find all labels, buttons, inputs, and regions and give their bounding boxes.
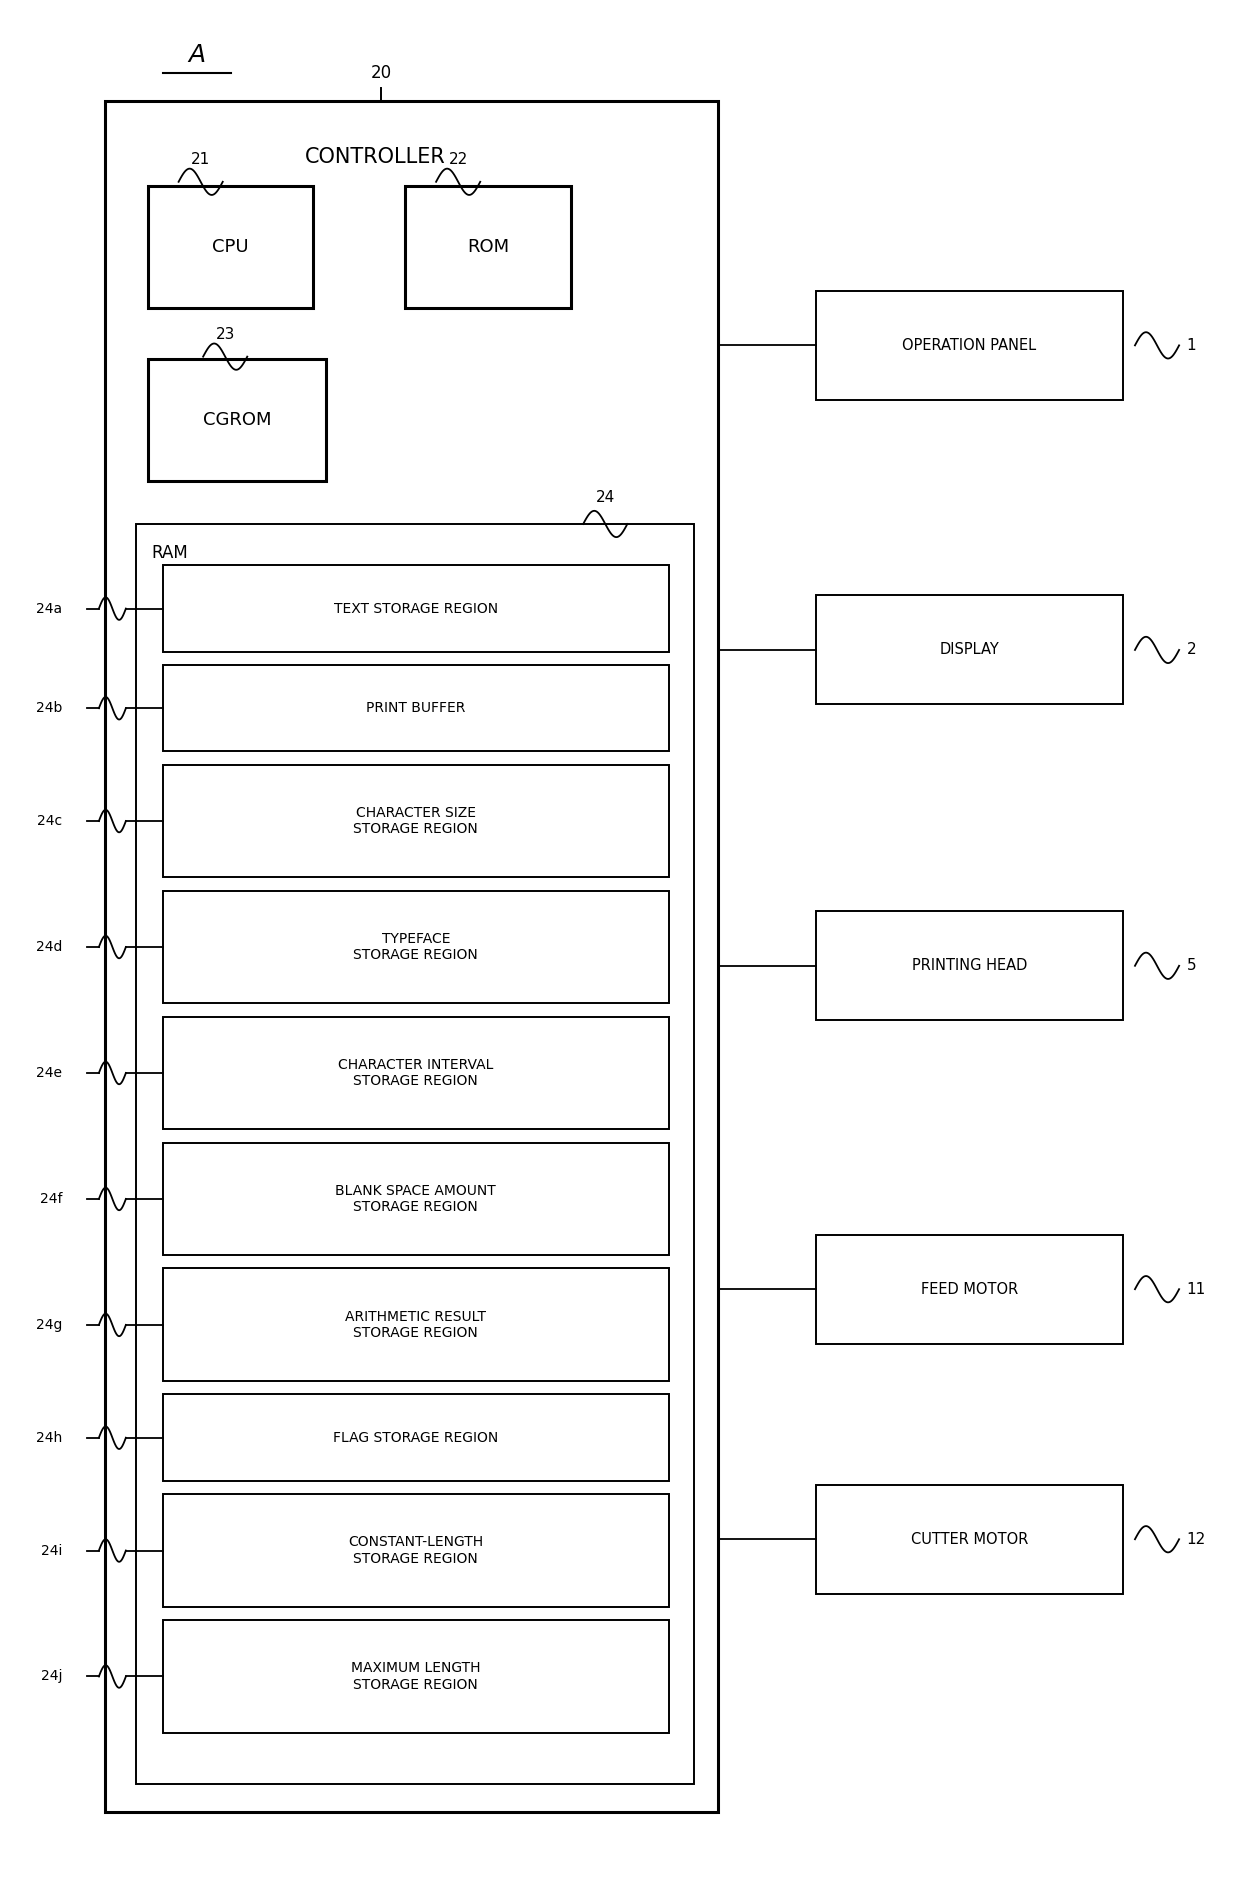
Text: TEXT STORAGE REGION: TEXT STORAGE REGION [334,602,498,616]
Text: PRINT BUFFER: PRINT BUFFER [366,701,465,716]
Text: RAM: RAM [151,544,188,563]
Text: 24b: 24b [36,701,62,716]
Text: 5: 5 [1187,958,1197,974]
Bar [148,358,326,481]
Text: CUTTER MOTOR: CUTTER MOTOR [910,1532,1028,1547]
Text: FLAG STORAGE REGION: FLAG STORAGE REGION [334,1430,498,1445]
Bar [162,1494,670,1606]
Bar [162,1269,670,1381]
Bar [162,1619,670,1733]
Text: 24g: 24g [36,1318,62,1331]
Text: 12: 12 [1187,1532,1205,1547]
Bar [816,292,1122,400]
Text: 24d: 24d [36,939,62,955]
Text: A: A [188,44,206,66]
Text: 24a: 24a [36,602,62,616]
Text: 24f: 24f [40,1191,62,1206]
Text: PRINTING HEAD: PRINTING HEAD [911,958,1027,974]
Bar [162,665,670,752]
Text: 24h: 24h [36,1430,62,1445]
Text: TYPEFACE
STORAGE REGION: TYPEFACE STORAGE REGION [353,932,479,962]
Text: OPERATION PANEL: OPERATION PANEL [903,337,1037,352]
Bar [148,186,314,307]
Text: CHARACTER INTERVAL
STORAGE REGION: CHARACTER INTERVAL STORAGE REGION [339,1057,494,1089]
Text: FEED MOTOR: FEED MOTOR [921,1282,1018,1297]
Text: 2: 2 [1187,642,1197,657]
Text: CGROM: CGROM [202,411,272,428]
Bar [135,525,693,1784]
Bar [162,1394,670,1481]
Bar [405,186,570,307]
Text: 23: 23 [216,326,234,341]
Bar [162,890,670,1004]
Text: DISPLAY: DISPLAY [940,642,999,657]
Text: 1: 1 [1187,337,1197,352]
Text: 24: 24 [595,491,615,506]
Text: ROM: ROM [467,237,510,256]
Bar [105,100,718,1813]
Text: 24c: 24c [37,814,62,828]
Bar [162,1017,670,1129]
Text: 24e: 24e [36,1066,62,1080]
Text: 20: 20 [371,64,392,81]
Bar [162,765,670,877]
Bar [816,1235,1122,1343]
Bar [816,1485,1122,1593]
Text: 24j: 24j [41,1669,62,1684]
Text: CONSTANT-LENGTH
STORAGE REGION: CONSTANT-LENGTH STORAGE REGION [348,1536,484,1566]
Bar [162,1142,670,1256]
Bar [162,564,670,652]
Text: 11: 11 [1187,1282,1205,1297]
Text: CHARACTER SIZE
STORAGE REGION: CHARACTER SIZE STORAGE REGION [353,805,479,837]
Bar [816,595,1122,705]
Text: CPU: CPU [212,237,249,256]
Text: ARITHMETIC RESULT
STORAGE REGION: ARITHMETIC RESULT STORAGE REGION [346,1309,486,1341]
Text: BLANK SPACE AMOUNT
STORAGE REGION: BLANK SPACE AMOUNT STORAGE REGION [336,1184,496,1214]
Text: MAXIMUM LENGTH
STORAGE REGION: MAXIMUM LENGTH STORAGE REGION [351,1661,481,1691]
Text: 22: 22 [449,152,467,167]
Text: CONTROLLER: CONTROLLER [304,148,445,167]
Bar [816,911,1122,1021]
Text: 21: 21 [191,152,211,167]
Text: 24i: 24i [41,1544,62,1557]
